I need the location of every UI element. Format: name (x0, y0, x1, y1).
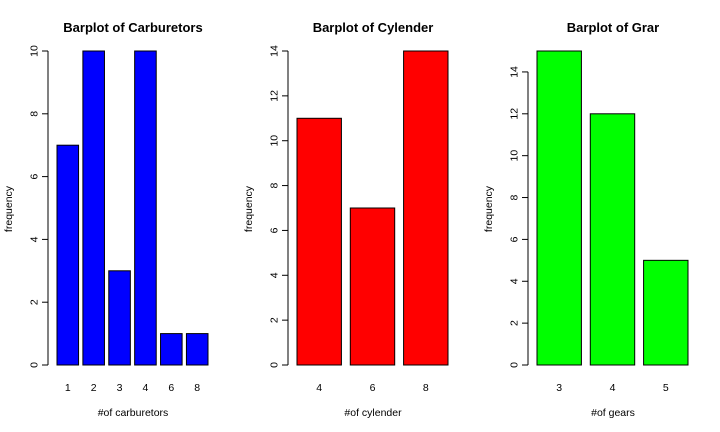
bar-4 (589, 113, 636, 366)
y-tick-label: 14 (509, 66, 521, 78)
x-axis-label: #of gears (591, 407, 635, 419)
y-tick-label: 10 (269, 135, 281, 147)
y-tick-label: 2 (269, 317, 281, 323)
y-tick-label: 10 (29, 45, 41, 57)
y-tick-label: 6 (269, 227, 281, 233)
x-tick-label: 3 (556, 382, 562, 394)
x-tick-labels: 1 2 3 4 6 8 (65, 382, 200, 394)
bar-6 (160, 333, 183, 366)
x-tick-label: 2 (91, 382, 97, 394)
y-tick-label: 14 (269, 45, 281, 57)
y-tick-label: 8 (29, 111, 41, 117)
y-tick-label: 2 (29, 299, 41, 305)
y-tick-label: 0 (509, 362, 521, 368)
x-tick-label: 4 (316, 382, 322, 394)
x-tick-labels: 3 4 5 (556, 382, 669, 394)
x-tick-label: 8 (194, 382, 200, 394)
bar-group (296, 50, 449, 366)
bar-4 (134, 50, 157, 366)
x-tick-label: 1 (65, 382, 71, 394)
y-tick-label: 8 (269, 182, 281, 188)
x-axis-label: #of carburetors (98, 407, 169, 419)
bar-2 (82, 50, 105, 366)
y-axis-label: frequency (243, 185, 255, 232)
y-tick-label: 0 (29, 362, 41, 368)
panel-cylender: Barplot of Cylender #of cylender frequen… (243, 20, 449, 419)
y-axis: 0 2 4 6 8 10 12 14 (269, 45, 289, 368)
x-axis-label: #of cylender (344, 407, 402, 419)
y-tick-label: 10 (509, 150, 521, 162)
y-axis: 0 2 4 6 8 10 (29, 45, 49, 368)
bar-5 (643, 259, 689, 366)
bar-group (536, 50, 689, 366)
bar-3 (536, 50, 582, 366)
y-tick-label: 4 (509, 278, 521, 284)
x-tick-label: 6 (370, 382, 376, 394)
x-tick-label: 3 (117, 382, 123, 394)
y-tick-label: 12 (509, 108, 521, 120)
x-tick-label: 8 (423, 382, 429, 394)
y-tick-label: 6 (509, 236, 521, 242)
bar-1 (56, 144, 80, 366)
y-tick-label: 0 (269, 362, 281, 368)
y-axis: 0 2 4 6 8 10 12 14 (509, 66, 529, 368)
chart-title: Barplot of Grar (567, 20, 659, 35)
bar-3 (108, 270, 131, 366)
bar-8 (185, 333, 209, 366)
x-tick-label: 4 (610, 382, 616, 394)
y-tick-label: 4 (29, 236, 41, 242)
chart-title: Barplot of Cylender (313, 20, 434, 35)
y-tick-label: 6 (29, 174, 41, 180)
y-tick-label: 8 (509, 194, 521, 200)
bar-8 (403, 50, 449, 366)
x-tick-label: 4 (143, 382, 149, 394)
y-tick-label: 4 (269, 272, 281, 278)
bar-6 (349, 207, 396, 366)
y-axis-label: frequency (483, 185, 495, 232)
y-tick-label: 12 (269, 90, 281, 102)
bar-4 (296, 117, 342, 366)
x-tick-label: 6 (168, 382, 174, 394)
panel-gears: Barplot of Grar #of gears frequency 0 2 4 6… (483, 20, 689, 419)
chart-title: Barplot of Carburetors (63, 20, 202, 35)
x-tick-labels: 4 6 8 (316, 382, 429, 394)
x-tick-label: 5 (663, 382, 669, 394)
bar-group (56, 50, 209, 366)
panel-carburetors: Barplot of Carburetors #of carburetors f… (3, 20, 209, 419)
y-axis-label: frequency (3, 185, 15, 232)
y-tick-label: 2 (509, 320, 521, 326)
